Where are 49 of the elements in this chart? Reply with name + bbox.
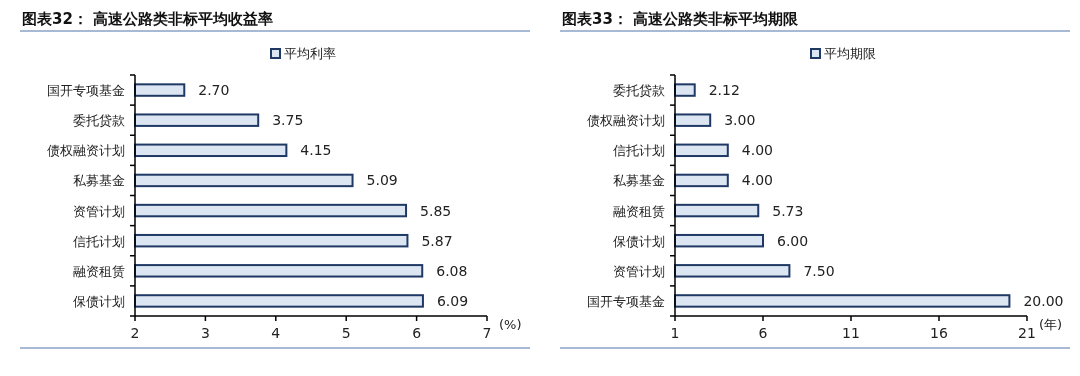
x-tick-label: 21 [1018, 325, 1036, 341]
y-tick-label: 资管计划 [613, 263, 665, 279]
x-tick-label: 4 [271, 325, 281, 341]
data-label: 4.15 [300, 142, 332, 159]
data-label: 6.08 [436, 262, 468, 279]
data-label: 2.12 [708, 82, 740, 99]
data-label: 5.73 [772, 202, 804, 219]
y-tick-label: 债权融资计划 [47, 143, 125, 159]
x-tick-label: 16 [930, 325, 948, 341]
y-tick-label: 融资租赁 [73, 263, 125, 279]
x-tick-label: 7 [482, 325, 492, 341]
y-tick-label: 私募基金 [613, 173, 665, 189]
data-label: 5.85 [420, 202, 452, 219]
data-label: 5.09 [366, 172, 398, 189]
y-tick-label: 私募基金 [73, 173, 125, 189]
legend-label: 平均期限 [824, 46, 876, 61]
data-label: 4.00 [741, 172, 773, 189]
x-tick-label: 6 [412, 325, 422, 341]
legend-label: 平均利率 [284, 46, 336, 61]
x-tick-label: 3 [200, 325, 210, 341]
y-tick-label: 信托计划 [73, 233, 125, 249]
data-label: 20.00 [1023, 292, 1064, 309]
y-tick-label: 融资租赁 [613, 203, 665, 219]
y-tick-label: 保债计划 [613, 233, 665, 249]
y-tick-label: 保债计划 [73, 293, 125, 309]
y-tick-label: 国开专项基金 [47, 83, 125, 99]
data-label: 4.00 [741, 142, 773, 159]
y-tick-label: 债权融资计划 [587, 113, 665, 129]
data-label: 6.09 [436, 292, 469, 309]
x-axis-title: (年) [1039, 317, 1063, 332]
y-tick-label: 国开专项基金 [587, 293, 665, 309]
data-label: 2.70 [198, 82, 230, 99]
chart-title: 图表32： 高速公路类非标平均收益率 [22, 10, 274, 28]
x-axis-title: (%) [499, 317, 522, 332]
data-label: 5.87 [421, 232, 453, 249]
x-tick-label: 2 [130, 325, 140, 341]
data-label: 3.75 [272, 112, 304, 129]
chart-title: 图表33： 高速公路类非标平均期限 [562, 10, 800, 28]
y-tick-label: 委托贷款 [613, 83, 665, 99]
data-label: 6.00 [777, 232, 809, 249]
y-tick-label: 信托计划 [613, 143, 665, 159]
y-tick-label: 委托贷款 [73, 113, 125, 129]
x-tick-label: 1 [670, 325, 680, 341]
data-label: 3.00 [724, 112, 756, 129]
x-tick-label: 5 [341, 325, 351, 341]
x-tick-label: 6 [758, 325, 768, 341]
data-label: 7.50 [803, 262, 835, 279]
x-tick-label: 11 [842, 325, 860, 341]
y-tick-label: 资管计划 [73, 203, 125, 219]
